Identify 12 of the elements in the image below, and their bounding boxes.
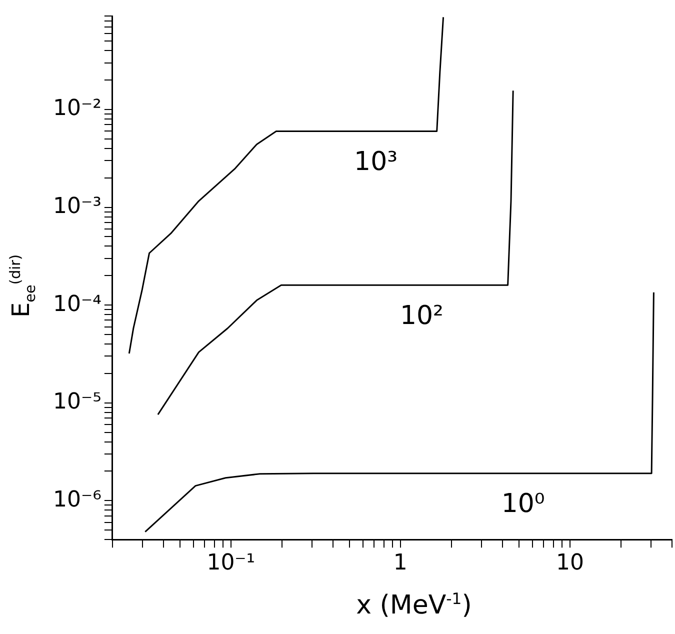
- x-tick-label: 10: [556, 550, 584, 576]
- x-tick-label: 1: [393, 550, 408, 576]
- y-tick-label: 10⁻²: [52, 96, 102, 122]
- y-tick-label: 10⁻⁴: [52, 292, 102, 317]
- y-tick-label: 10⁻³: [52, 194, 102, 220]
- y-tick-label: 10⁻⁵: [52, 390, 102, 415]
- series-label: 10³: [354, 146, 398, 177]
- x-axis-title: x (MeV$^{-1}$): [355, 590, 473, 621]
- y-tick-label: 10⁻⁶: [52, 487, 102, 512]
- series-label: 10²: [400, 300, 444, 331]
- x-tick-label: 10⁻¹: [206, 550, 256, 576]
- series-label: 10⁰: [501, 489, 545, 520]
